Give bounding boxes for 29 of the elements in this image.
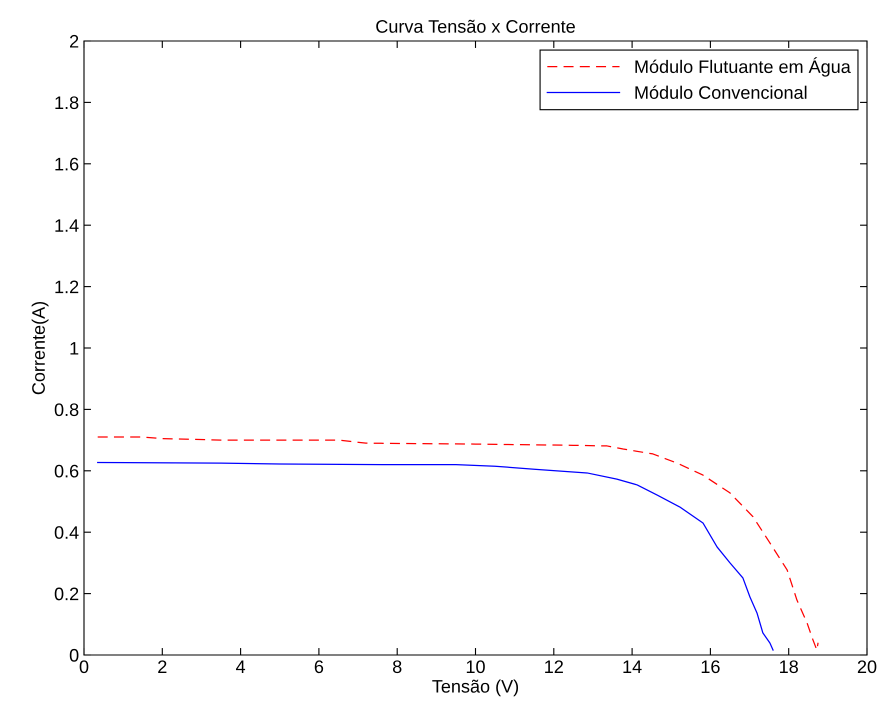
- x-tick-label: 20: [858, 660, 876, 674]
- y-tick-label: 1.2: [55, 280, 78, 294]
- line-series: [97, 462, 774, 651]
- x-tick-label: 12: [545, 660, 563, 673]
- x-tick-label: 14: [623, 660, 642, 673]
- y-tick-label: 0: [70, 648, 78, 662]
- x-tick-label: 18: [780, 660, 798, 674]
- legend-label: Módulo Flutuante em Água: [635, 57, 851, 77]
- x-tick-label: 10: [466, 660, 485, 674]
- x-tick-label: 8: [392, 660, 402, 674]
- line-series: [97, 436, 819, 651]
- x-tick-label: 2: [158, 660, 166, 673]
- y-axis-title: Corrente(A): [32, 302, 48, 394]
- y-tick-label: 0.4: [54, 526, 79, 539]
- y-tick-label: 1.6: [55, 158, 78, 171]
- y-tick-label: 0.8: [54, 403, 78, 416]
- x-tick-label: 4: [236, 660, 246, 673]
- chart-title: Curva Tensão x Corrente: [376, 20, 575, 33]
- x-axis-title: Tensão (V): [432, 679, 518, 696]
- y-tick-label: 0.2: [54, 588, 78, 600]
- legend-label: Módulo Convencional: [635, 85, 806, 99]
- y-tick-label: 1: [70, 342, 78, 355]
- y-tick-label: 1.4: [55, 219, 79, 232]
- x-tick-label: 16: [702, 660, 720, 674]
- x-tick-label: 6: [314, 660, 324, 674]
- y-tick-label: 2: [70, 34, 78, 48]
- x-tick-label: 0: [80, 660, 88, 674]
- y-tick-label: 1.8: [55, 96, 78, 110]
- y-tick-label: 0.6: [54, 464, 78, 478]
